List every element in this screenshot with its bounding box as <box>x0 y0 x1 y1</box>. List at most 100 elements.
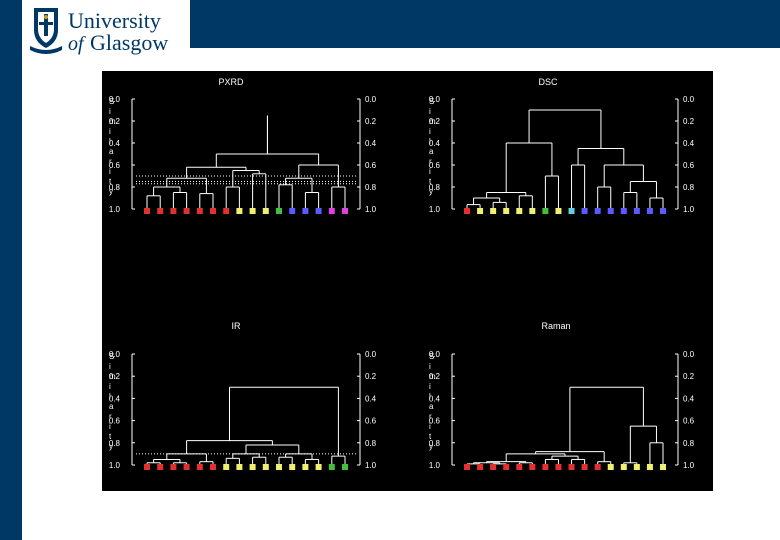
y-axis-label-letter: S <box>429 352 434 361</box>
leaf-marker <box>170 464 177 470</box>
y-axis-label-letter: t <box>109 432 112 441</box>
leaf-marker <box>633 464 640 470</box>
leaf-marker <box>620 208 627 214</box>
tick-label-right: 0.0 <box>365 95 377 104</box>
tick-label-left: 0.8 <box>429 183 441 192</box>
y-axis-label-letter: y <box>109 442 113 451</box>
tick-label-right: 0.8 <box>683 183 695 192</box>
tick-label-left: 1.0 <box>109 205 121 214</box>
tick-label-left: 1.0 <box>429 461 441 470</box>
leaf-marker <box>236 208 243 214</box>
leaf-marker <box>144 208 150 214</box>
leaf-marker <box>529 464 536 470</box>
tick-label-left: 0.6 <box>109 161 121 170</box>
leaf-marker <box>633 208 640 214</box>
tick-label-right: 1.0 <box>683 461 695 470</box>
leaf-marker <box>660 464 666 470</box>
y-axis-label-letter: l <box>109 137 111 146</box>
leaf-marker <box>464 464 470 470</box>
leaf-marker <box>157 464 164 470</box>
leaf-marker <box>210 464 216 470</box>
y-axis-label-letter: l <box>429 392 431 401</box>
y-axis-label-letter: m <box>109 117 116 126</box>
y-axis-label-letter: i <box>429 382 431 391</box>
tick-label-right: 0.2 <box>683 372 695 381</box>
tick-label-left: 0.8 <box>109 439 121 448</box>
tick-label-right: 0.2 <box>683 117 695 126</box>
y-axis-label-letter: i <box>109 362 111 371</box>
tick-label-right: 0.4 <box>683 394 695 403</box>
y-axis-label-letter: t <box>429 177 432 186</box>
tick-label-left: 0.4 <box>429 139 441 148</box>
tick-label-right: 1.0 <box>683 205 695 214</box>
leaf-marker <box>607 464 614 470</box>
logo-line2-word: Glasgow <box>90 30 168 55</box>
tick-label-right: 0.0 <box>683 350 695 359</box>
y-axis-label-letter: r <box>429 157 432 166</box>
leaf-marker <box>581 464 588 470</box>
y-axis-label-letter: l <box>429 137 431 146</box>
leaf-marker <box>183 208 190 214</box>
tick-label-left: 0.6 <box>109 417 121 426</box>
tick-label-right: 0.6 <box>365 417 377 426</box>
leaf-marker <box>555 464 562 470</box>
leaf-marker <box>646 208 653 214</box>
crest-icon <box>30 8 62 54</box>
leaf-marker <box>594 208 601 214</box>
tick-label-left: 0.2 <box>429 372 441 381</box>
y-axis-label-letter: l <box>109 392 111 401</box>
tick-label-right: 0.4 <box>365 394 377 403</box>
leaf-marker <box>236 464 243 470</box>
leaf-marker <box>302 464 309 470</box>
leaf-marker <box>262 208 269 214</box>
tick-label-right: 0.2 <box>365 117 377 126</box>
leaf-marker <box>477 208 484 214</box>
y-axis-label-letter: a <box>109 402 114 411</box>
leaf-marker <box>646 464 653 470</box>
y-axis-label-letter: r <box>109 157 112 166</box>
y-axis-label-letter: r <box>429 412 432 421</box>
leaf-marker <box>660 208 666 214</box>
tick-label-right: 0.4 <box>683 139 695 148</box>
y-axis-label-letter: S <box>109 352 114 361</box>
y-axis-label-letter: i <box>429 167 431 176</box>
leaf-marker <box>568 208 575 214</box>
leaf-marker <box>328 208 335 214</box>
tick-label-left: 0.8 <box>109 183 121 192</box>
leaf-marker <box>328 464 335 470</box>
y-axis-label-letter: a <box>429 147 434 156</box>
tick-label-right: 0.8 <box>683 439 695 448</box>
y-axis-label-letter: S <box>429 97 434 106</box>
leaf-marker <box>542 208 549 214</box>
tick-label-left: 0.6 <box>429 161 441 170</box>
leaf-marker <box>464 208 470 214</box>
panel-title: IR <box>232 321 242 331</box>
leaf-marker <box>315 464 322 470</box>
leaf-marker <box>157 208 164 214</box>
leaf-marker <box>477 464 484 470</box>
leaf-marker <box>262 464 269 470</box>
tick-label-right: 0.4 <box>365 139 377 148</box>
tick-label-left: 0.4 <box>109 139 121 148</box>
leaf-marker <box>516 464 523 470</box>
tick-label-left: 0.2 <box>429 117 441 126</box>
y-axis-label-letter: y <box>429 442 433 451</box>
leaf-marker <box>342 208 348 214</box>
leaf-marker <box>144 464 150 470</box>
left-accent-bar <box>0 0 22 540</box>
tick-label-left: 0.0 <box>109 95 121 104</box>
university-logo[interactable]: University of Glasgow <box>22 0 190 60</box>
leaf-marker <box>210 208 216 214</box>
leaf-marker <box>555 208 562 214</box>
y-axis-label-letter: i <box>109 167 111 176</box>
tick-label-right: 1.0 <box>365 461 377 470</box>
tick-label-left: 0.0 <box>429 350 441 359</box>
leaf-marker <box>276 208 282 214</box>
leaf-marker <box>223 208 230 214</box>
leaf-marker <box>289 464 296 470</box>
tick-label-right: 0.6 <box>365 161 377 170</box>
